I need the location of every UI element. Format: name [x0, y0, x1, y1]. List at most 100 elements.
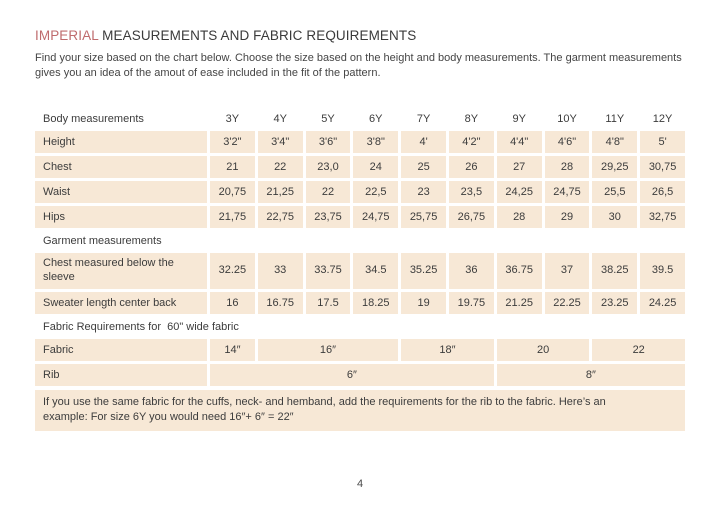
row-label-hips: Hips: [35, 206, 207, 229]
row-label-sweater-length: Sweater length center back: [35, 292, 207, 315]
table-cell: 22.25: [544, 292, 590, 315]
table-cell: 16: [210, 292, 255, 315]
table-cell: 17.5: [305, 292, 351, 315]
table-cell: 23: [401, 181, 446, 204]
column-header-size: 4Y: [257, 109, 303, 129]
table-cell: 26,75: [448, 206, 494, 229]
table-cell: 4'6": [544, 131, 590, 154]
table-cell: 36: [448, 253, 494, 290]
table-cell: 20,75: [210, 181, 255, 204]
row-label-chest: Chest: [35, 156, 207, 179]
table-cell: 33.75: [305, 253, 351, 290]
page-content: IMPERIAL MEASUREMENTS AND FABRIC REQUIRE…: [35, 28, 685, 432]
fabric-cell: 22: [592, 339, 685, 362]
column-header-size: 12Y: [640, 109, 685, 129]
table-cell: 24,75: [353, 206, 399, 229]
table-cell: 4': [401, 131, 446, 154]
table-cell: 26,5: [640, 181, 685, 204]
table-cell: 22: [257, 156, 303, 179]
table-cell: 36.75: [496, 253, 542, 290]
table-cell: 35.25: [401, 253, 446, 290]
table-cell: 3'6": [305, 131, 351, 154]
table-cell: 19: [401, 292, 446, 315]
table-cell: 27: [496, 156, 542, 179]
table-cell: 28: [544, 156, 590, 179]
table-cell: 24,75: [544, 181, 590, 204]
column-header-size: 5Y: [305, 109, 351, 129]
page-number: 4: [356, 478, 364, 490]
table-cell: 21.25: [496, 292, 542, 315]
table-cell: 18.25: [353, 292, 399, 315]
fabric-note-line-2: example: For size 6Y you would need 16″+…: [43, 411, 294, 424]
column-header-size: 10Y: [544, 109, 590, 129]
column-header-size: 9Y: [496, 109, 542, 129]
table-cell: 4'4": [496, 131, 542, 154]
table-cell: 24,25: [496, 181, 542, 204]
title-rest: MEASUREMENTS AND FABRIC REQUIREMENTS: [98, 28, 417, 43]
table-cell: 23,75: [305, 206, 351, 229]
table-cell: 30,75: [640, 156, 685, 179]
table-cell: 32.25: [210, 253, 255, 290]
table-cell: 21: [210, 156, 255, 179]
rib-cell: 6″: [210, 364, 494, 387]
column-header-body-measurements: Body measurements: [35, 109, 207, 129]
table-cell: 16.75: [257, 292, 303, 315]
table-cell: 39.5: [640, 253, 685, 290]
table-cell: 25,75: [401, 206, 446, 229]
fabric-cell: 20: [496, 339, 590, 362]
table-cell: 22,75: [257, 206, 303, 229]
table-cell: 4'2": [448, 131, 494, 154]
table-cell: 33: [257, 253, 303, 290]
table-cell: 3'8": [353, 131, 399, 154]
table-cell: 4'8": [592, 131, 638, 154]
table-cell: 24.25: [640, 292, 685, 315]
size-chart-table: Body measurements 3Y 4Y 5Y 6Y 7Y 8Y 9Y 1…: [35, 109, 685, 387]
table-cell: 5': [640, 131, 685, 154]
intro-line-2: gives you an idea of the amout of ease i…: [35, 66, 381, 79]
table-cell: 37: [544, 253, 590, 290]
table-cell: 23,5: [448, 181, 494, 204]
fabric-note: If you use the same fabric for the cuffs…: [35, 390, 685, 432]
table-cell: 22,5: [353, 181, 399, 204]
section-header-garment-measurements: Garment measurements: [35, 231, 685, 251]
table-cell: 29,25: [592, 156, 638, 179]
fabric-cell: 14″: [210, 339, 255, 362]
intro-paragraph: Find your size based on the chart below.…: [35, 51, 685, 80]
table-cell: 3'4": [257, 131, 303, 154]
column-header-size: 3Y: [210, 109, 255, 129]
row-label-chest-below-sleeve: Chest measured below the sleeve: [35, 253, 207, 290]
fabric-note-line-1: If you use the same fabric for the cuffs…: [43, 396, 606, 409]
rib-cell: 8″: [496, 364, 685, 387]
column-header-size: 6Y: [353, 109, 399, 129]
table-cell: 3'2": [210, 131, 255, 154]
fabric-cell: 18″: [401, 339, 494, 362]
table-cell: 25: [401, 156, 446, 179]
table-cell: 26: [448, 156, 494, 179]
table-cell: 25,5: [592, 181, 638, 204]
table-cell: 28: [496, 206, 542, 229]
table-cell: 30: [592, 206, 638, 229]
table-cell: 23.25: [592, 292, 638, 315]
intro-line-1: Find your size based on the chart below.…: [35, 52, 682, 64]
fabric-cell: 16″: [257, 339, 399, 362]
title-accent: IMPERIAL: [35, 28, 99, 43]
row-label-waist: Waist: [35, 181, 207, 204]
section-header-fabric-requirements: Fabric Requirements for 60" wide fabric: [35, 317, 685, 337]
column-header-size: 7Y: [401, 109, 446, 129]
table-cell: 24: [353, 156, 399, 179]
table-cell: 29: [544, 206, 590, 229]
table-cell: 21,25: [257, 181, 303, 204]
table-cell: 32,75: [640, 206, 685, 229]
table-cell: 21,75: [210, 206, 255, 229]
row-label-fabric: Fabric: [35, 339, 207, 362]
table-cell: 34.5: [353, 253, 399, 290]
table-cell: 22: [305, 181, 351, 204]
table-cell: 38.25: [592, 253, 638, 290]
row-label-height: Height: [35, 131, 207, 154]
page-title: IMPERIAL MEASUREMENTS AND FABRIC REQUIRE…: [35, 28, 685, 43]
column-header-size: 11Y: [592, 109, 638, 129]
table-cell: 19.75: [448, 292, 494, 315]
table-cell: 23,0: [305, 156, 351, 179]
column-header-size: 8Y: [448, 109, 494, 129]
